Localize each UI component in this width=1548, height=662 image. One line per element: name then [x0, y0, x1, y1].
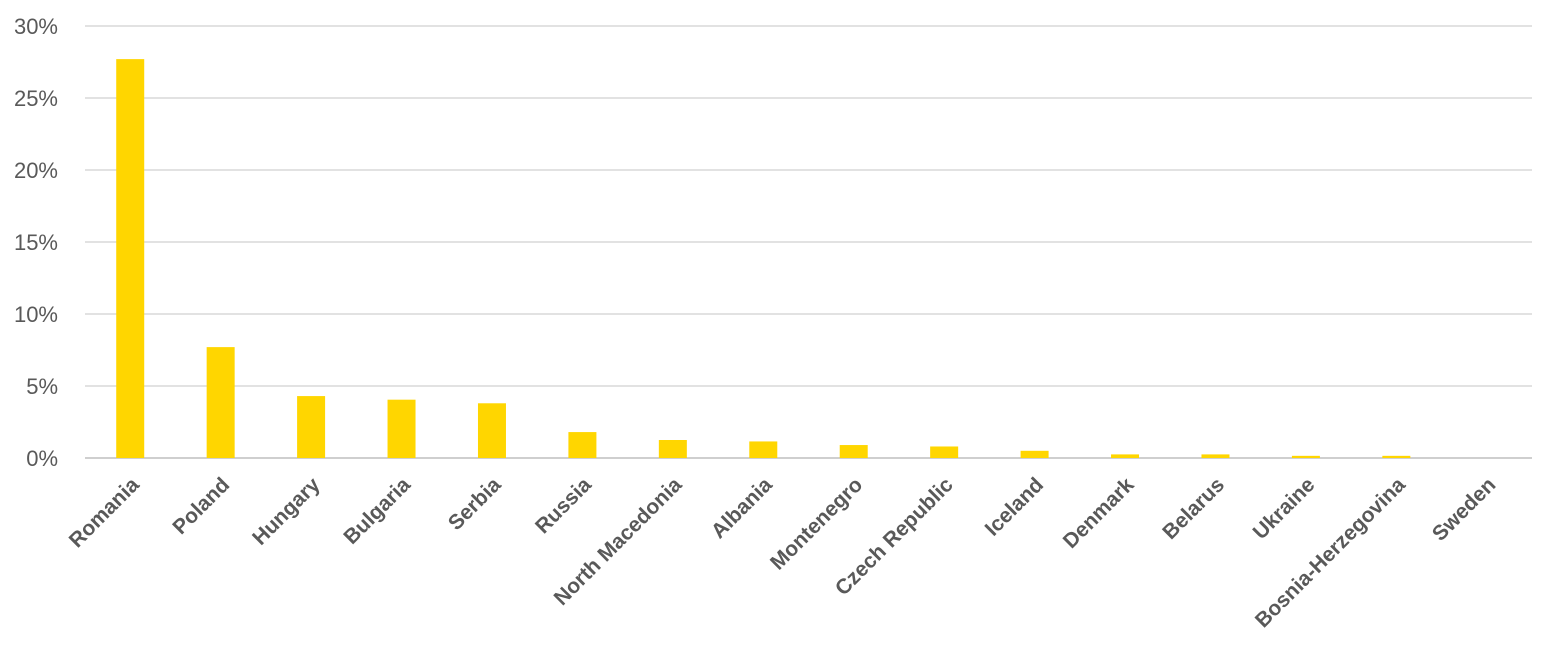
bar-iceland: [1020, 450, 1049, 458]
bar-albania: [749, 441, 778, 458]
bar-bosnia-herzegovina: [1382, 455, 1411, 458]
bar-montenegro: [839, 445, 868, 458]
bar-poland: [206, 347, 235, 458]
x-tick-label: Bosnia-Herzegovina: [1251, 473, 1410, 632]
x-tick-label: Denmark: [1059, 473, 1139, 553]
y-tick-label: 0%: [26, 446, 58, 471]
bar-serbia: [477, 403, 506, 458]
bar-ukraine: [1291, 455, 1320, 458]
bar-russia: [568, 432, 597, 458]
y-tick-label: 5%: [26, 374, 58, 399]
y-tick-label: 20%: [14, 158, 58, 183]
gridlines: [85, 25, 1532, 459]
x-tick-label: Sweden: [1428, 473, 1500, 545]
x-tick-label: Belarus: [1158, 473, 1229, 544]
x-tick-label: Ukraine: [1249, 473, 1320, 544]
bar-belarus: [1201, 454, 1230, 458]
y-tick-label: 25%: [14, 86, 58, 111]
y-axis-tick-labels: 0% 5% 10% 15% 20% 25% 30%: [14, 14, 58, 471]
bar-romania: [116, 59, 145, 459]
x-tick-label: Iceland: [981, 473, 1048, 540]
bar-north-macedonia: [658, 440, 687, 458]
bar-denmark: [1111, 454, 1140, 458]
x-tick-label: Hungary: [248, 473, 325, 550]
bar-bulgaria: [387, 399, 416, 458]
bars: [116, 59, 1411, 459]
x-tick-label: Bulgaria: [339, 473, 415, 549]
x-axis-tick-labels: Romania Poland Hungary Bulgaria Serbia Russia…: [65, 473, 1501, 632]
y-tick-label: 15%: [14, 230, 58, 255]
x-tick-label: Albania: [707, 473, 777, 543]
bar-czech-republic: [930, 446, 959, 458]
bar-hungary: [297, 396, 326, 458]
y-tick-label: 10%: [14, 302, 58, 327]
y-tick-label: 30%: [14, 14, 58, 39]
x-tick-label: Montenegro: [766, 473, 867, 574]
x-tick-label: Russia: [531, 473, 596, 538]
x-tick-label: Serbia: [444, 473, 506, 535]
x-tick-label: Romania: [65, 473, 144, 552]
x-tick-label: Poland: [168, 473, 234, 539]
